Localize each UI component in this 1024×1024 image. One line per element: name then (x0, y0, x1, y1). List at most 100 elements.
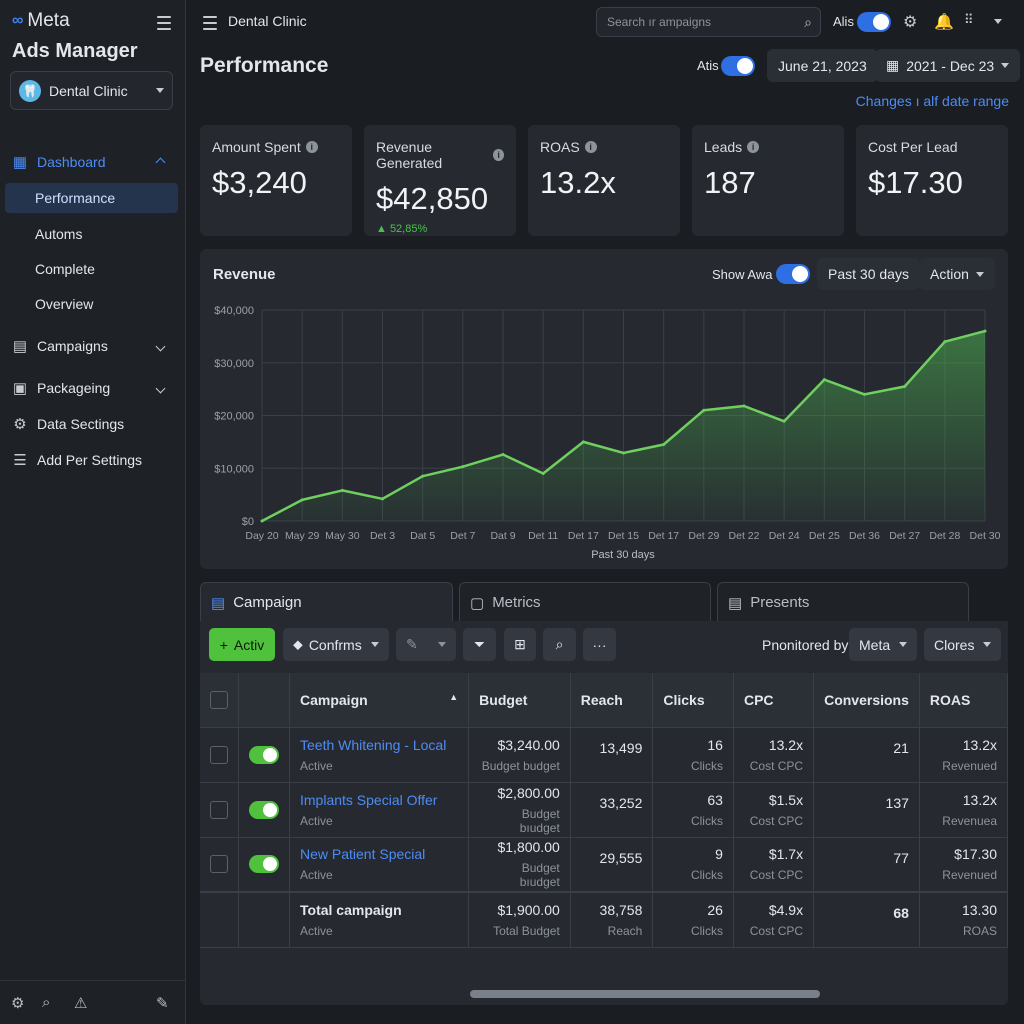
column-header-conversions[interactable]: Conversions (813, 673, 920, 728)
menu-icon[interactable] (157, 16, 171, 30)
bell-icon[interactable]: 🔔 (934, 14, 954, 31)
revenue-panel: Revenue Show Awa Past 30 days Action $0 $… (200, 249, 1008, 569)
meta-dropdown[interactable]: Meta (849, 628, 917, 661)
budget-sub: Budget budget (481, 758, 560, 773)
change-date-range-link[interactable]: Changes ı alf date range (855, 93, 1009, 109)
clicks-value: 16 (707, 736, 723, 753)
sidebar-item-add-per-settings[interactable]: ☰ Add Per Settings (0, 445, 186, 475)
sidebar-item-campaigns[interactable]: ▤ Campaigns (0, 331, 186, 361)
settings-icon[interactable]: ⚙ (11, 995, 25, 1012)
tab-label: Metrics (492, 594, 541, 611)
revenue-data-point (903, 384, 907, 388)
table-row[interactable]: Teeth Whitening - Local Active $3,240.00 B… (200, 727, 1009, 783)
revenue-data-point (822, 378, 826, 382)
column-header-clicks[interactable]: Clicks (652, 673, 734, 728)
meta-logo: ∞ (12, 12, 24, 29)
sort-asc-icon: ▲ (449, 691, 459, 702)
budget-sub: Budget bıudget (519, 806, 560, 835)
kpi-card-leads: Leads i 187 (692, 125, 844, 236)
row-checkbox[interactable] (210, 800, 228, 819)
kpi-card-roas: ROAS i 13.2x (528, 125, 680, 236)
action-button[interactable]: Action (919, 258, 995, 290)
sidebar-item-complete[interactable]: Complete (0, 254, 186, 284)
sidebar-item-overview[interactable]: Overview (0, 289, 186, 319)
campaign-name-link[interactable]: New Patient Special (300, 846, 426, 863)
show-toggle[interactable] (776, 264, 810, 284)
add-campaign-button[interactable]: + Activ (209, 628, 275, 661)
info-icon[interactable]: i (747, 141, 760, 153)
campaign-name-link[interactable]: Implants Special Offer (300, 791, 438, 808)
x-tick-label: Det 30 (970, 530, 1001, 542)
sidebar-item-dashboard[interactable]: ▦ Dashboard (0, 147, 186, 177)
tab-campaign[interactable]: ▤ Campaign (200, 582, 453, 622)
clicks-value: 63 (707, 791, 723, 808)
roas-sub: ROAS (962, 923, 997, 938)
menu-icon[interactable] (203, 16, 217, 30)
sidebar-item-label: Campaigns (37, 338, 108, 354)
campaign-name-link[interactable]: Teeth Whitening - Local (300, 736, 447, 753)
column-header-campaign[interactable]: Campaign ▲ (289, 673, 470, 728)
period-button[interactable]: Past 30 days (817, 258, 920, 290)
x-tick-label: Det 3 (370, 530, 395, 542)
date-button[interactable]: June 21, 2023 (767, 49, 878, 82)
row-checkbox[interactable] (210, 745, 228, 764)
table-row[interactable]: New Patient Special Active $1,800.00 Budge… (200, 837, 1009, 893)
warning-icon[interactable]: ⚠ (74, 995, 88, 1012)
sidebar-item-packageing[interactable]: ▣ Packageing (0, 373, 186, 403)
kpi-delta: ▲ 52,85% (376, 223, 428, 235)
reach-value: 33,252 (599, 794, 643, 811)
clicks-value: 26 (707, 901, 723, 918)
gear-icon[interactable]: ⚙ (903, 14, 918, 31)
search-icon: ⌕ (555, 636, 564, 652)
edit-icon[interactable]: ✎ (156, 995, 169, 1012)
select-all-checkbox[interactable] (210, 690, 228, 709)
topbar-toggle[interactable] (857, 12, 891, 32)
tab-metrics[interactable]: ▢ Metrics (459, 582, 711, 622)
sidebar-item-performance[interactable]: Performance (5, 183, 178, 213)
export-button[interactable]: ⊞ (504, 628, 536, 661)
edit-button[interactable]: ✎ (396, 628, 456, 661)
search-input[interactable]: Search ır ampaigns ⌕ (596, 7, 821, 37)
search-button[interactable]: ⌕ (543, 628, 576, 661)
date-range-button[interactable]: ▦ 2021 - Dec 23 (875, 49, 1021, 82)
roas-value: 13.2x (962, 736, 997, 753)
chevron-up-icon (155, 157, 166, 167)
campaign-status-toggle[interactable] (249, 800, 279, 819)
kpi-label: Cost Per Lead (868, 139, 958, 155)
x-tick-label: Dat 9 (490, 530, 515, 542)
column-header-roas[interactable]: ROAS (919, 673, 1009, 728)
search-placeholder: Search ır ampaigns (607, 15, 712, 29)
sidebar-item-automs[interactable]: Automs (0, 219, 186, 249)
roas-value: 13.30 (961, 901, 997, 918)
tab-presents[interactable]: ▤ Presents (717, 582, 969, 622)
sidebar-item-data-settings[interactable]: ⚙ Data Sectings (0, 409, 186, 439)
y-tick-label: $30,000 (214, 358, 254, 370)
campaign-status-toggle[interactable] (249, 745, 279, 764)
action-label: Action (930, 266, 969, 282)
kpi-value: 187 (704, 165, 756, 200)
account-caret-icon[interactable] (994, 19, 1002, 24)
column-header-reach[interactable]: Reach (570, 673, 654, 728)
info-icon[interactable]: i (584, 141, 597, 153)
row-checkbox[interactable] (210, 855, 228, 874)
columns-dropdown[interactable]: Clores (924, 628, 1001, 661)
budget-sub: Total Budget (493, 923, 560, 938)
revenue-data-point (662, 443, 666, 447)
more-button[interactable]: ··· (583, 628, 616, 661)
info-icon[interactable]: i (305, 141, 318, 153)
x-tick-label: Det 24 (769, 530, 800, 542)
package-icon: ▣ (12, 380, 28, 397)
presents-icon: ▤ (728, 594, 743, 612)
filter-button[interactable]: ⏷ (463, 628, 496, 661)
search-user-icon[interactable]: ⌕ (42, 994, 51, 1011)
header-toggle[interactable] (721, 56, 755, 76)
campaign-status-toggle[interactable] (249, 855, 279, 874)
apps-grid-icon[interactable]: ⠿ (964, 12, 973, 27)
account-selector[interactable]: 🦷 Dental Clinic (10, 71, 173, 110)
confirm-dropdown[interactable]: ⬥ Confrms (283, 628, 389, 661)
horizontal-scrollbar[interactable] (470, 990, 820, 998)
column-header-cpc[interactable]: CPC (733, 673, 815, 728)
table-row[interactable]: Implants Special Offer Active $2,800.00 Bu… (200, 782, 1009, 838)
info-icon[interactable]: i (493, 149, 504, 161)
column-header-budget[interactable]: Budget (468, 673, 571, 728)
